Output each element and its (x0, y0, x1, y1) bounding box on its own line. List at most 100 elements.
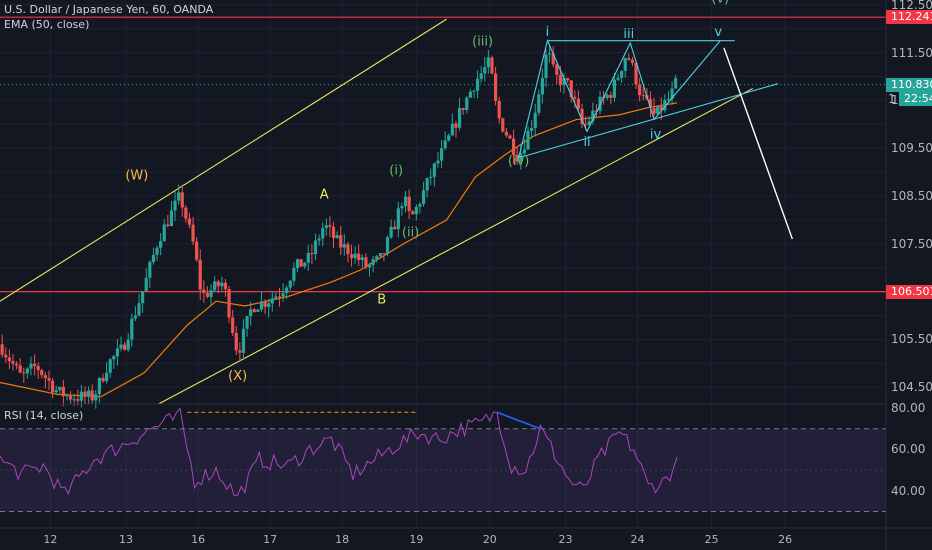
price-tick-label: 104.500 (891, 380, 932, 395)
candle-body (360, 257, 364, 260)
candle-body (461, 108, 465, 110)
candle-body (112, 356, 116, 360)
candle-body (209, 290, 213, 297)
candle-body (465, 97, 469, 110)
candle-body (252, 309, 256, 312)
wave-label: (X) (228, 369, 247, 384)
candle-body (187, 218, 192, 225)
candle-body (249, 309, 253, 317)
candle-body (400, 206, 404, 209)
time-tick-label: 17 (263, 533, 278, 546)
candle-body (43, 375, 47, 379)
candle-body (166, 224, 170, 226)
rsi-tick-label: 40.00 (891, 483, 926, 498)
candle-body (123, 344, 127, 350)
candle-body (324, 225, 328, 229)
candle-body (562, 78, 566, 86)
candle-body (292, 268, 296, 281)
candle-body (393, 226, 397, 230)
timer-prefix: 1 (888, 91, 896, 106)
trend-channel (0, 18, 753, 405)
candle-body (14, 363, 19, 366)
candle-body (627, 58, 631, 60)
candle-body (220, 282, 224, 287)
candle-body (558, 74, 563, 86)
candle-body (555, 64, 559, 75)
wave-structure (518, 38, 794, 240)
candle-body (526, 130, 530, 150)
time-tick-label: 23 (558, 533, 573, 546)
candle-body (540, 78, 545, 95)
candles-series (0, 44, 678, 409)
candle-body (61, 386, 65, 397)
candle-body (403, 196, 408, 207)
wave-path (518, 38, 721, 158)
wave-label: iii (623, 27, 634, 42)
candle-body (493, 73, 498, 101)
candle-body (281, 293, 285, 297)
candle-body (40, 370, 44, 376)
time-tick-label: 26 (778, 533, 793, 546)
candle-body (504, 131, 508, 136)
rsi-tick-label: 80.00 (891, 401, 926, 416)
candle-body (97, 378, 102, 395)
candle-body (371, 259, 375, 266)
time-tick-label: 12 (43, 533, 58, 546)
candle-body (295, 259, 300, 269)
candle-body (101, 378, 105, 382)
candle-body (447, 135, 451, 141)
candle-body (659, 106, 663, 111)
candle-body (357, 253, 361, 260)
rsi-band-fill (0, 428, 886, 512)
candle-body (256, 309, 260, 312)
candle-body (457, 108, 462, 128)
candle-body (439, 148, 444, 161)
candle-body (36, 365, 40, 371)
candle-body (270, 298, 274, 304)
candle-body (515, 154, 519, 162)
candle-body (663, 99, 667, 111)
price-tick-label: 111.500 (891, 45, 932, 60)
candle-body (364, 257, 368, 268)
wave-label: (iv) (508, 154, 529, 169)
resistance-price-tag: 112.241 (886, 10, 932, 25)
channel-upper-line (0, 18, 447, 302)
candle-body (148, 262, 152, 278)
candle-body (245, 316, 249, 329)
candle-body (202, 289, 206, 294)
candle-body (468, 91, 472, 98)
candle-body (133, 315, 138, 319)
candle-body (151, 254, 156, 263)
candle-body (537, 94, 541, 113)
candle-body (353, 253, 357, 259)
candle-body (483, 67, 487, 74)
candle-body (490, 57, 494, 74)
candle-body (443, 140, 447, 149)
time-tick-label: 18 (335, 533, 350, 546)
candle-body (454, 123, 458, 128)
candle-body (609, 94, 613, 98)
price-tick-label: 109.500 (891, 141, 932, 156)
wave-label: A (320, 187, 329, 202)
candle-body (65, 394, 69, 397)
candle-body (223, 282, 228, 290)
candle-body (569, 80, 573, 97)
rsi-panel (0, 403, 932, 512)
candle-body (303, 262, 307, 267)
candle-body (396, 208, 400, 230)
candle-body (18, 365, 22, 373)
candle-body (306, 253, 310, 263)
candle-body (508, 135, 512, 139)
candle-body (115, 348, 120, 357)
candle-body (475, 78, 480, 91)
candle-body (656, 106, 660, 114)
wave-label: iv (650, 128, 662, 143)
time-tick-label: 25 (704, 533, 719, 546)
candle-body (652, 107, 656, 114)
candle-body (184, 207, 188, 219)
candle-body (7, 357, 11, 362)
candle-body (522, 149, 526, 154)
ema-series (0, 102, 678, 398)
wave-label: v (714, 25, 722, 40)
